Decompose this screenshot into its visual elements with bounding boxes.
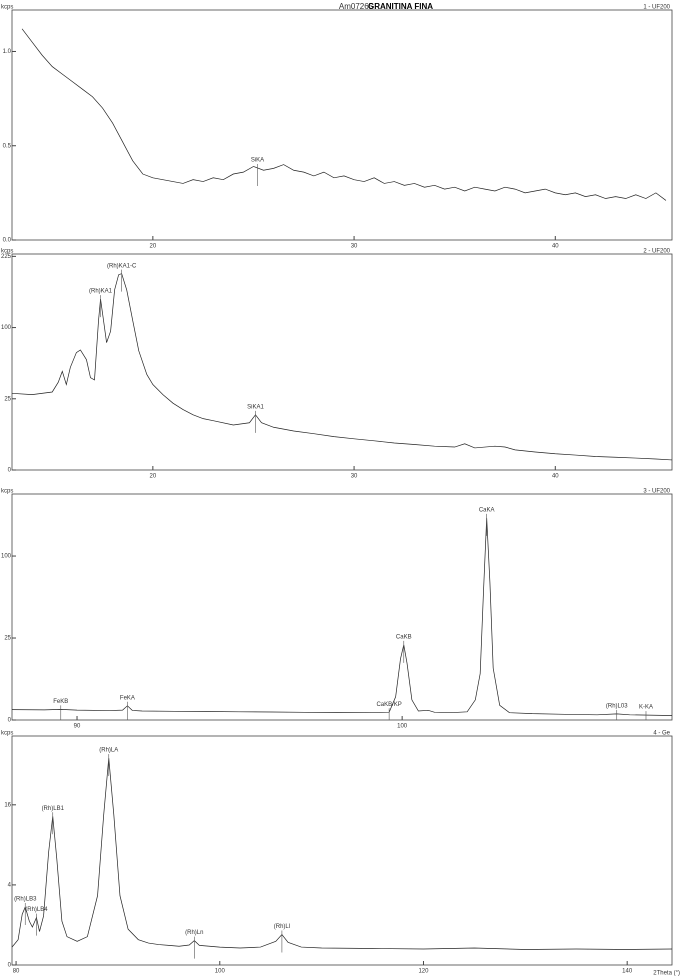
spectrum-line <box>11 273 673 461</box>
y-axis-label: kcps <box>1 5 13 11</box>
x-tick-label: 140 <box>622 969 633 975</box>
y-tick-label: 0 <box>8 963 12 969</box>
y-tick-label: 25 <box>4 636 11 642</box>
y-tick-label: 100 <box>1 325 12 331</box>
y-tick-label: 0 <box>8 468 12 474</box>
annotation-label: (Rh)KA1-C <box>107 263 137 269</box>
x-tick-label: 20 <box>150 474 157 480</box>
annotation-label: K-KA <box>639 705 653 711</box>
annotation-label: FeKA <box>120 695 135 701</box>
annotation-label: (Rh)LB4 <box>25 907 48 913</box>
annotation-label: (Rh)Ln <box>185 930 203 936</box>
annotation-label: CaKB/KP <box>376 702 401 708</box>
y-axis-label: kcps <box>1 249 13 255</box>
annotation-label: CaKA <box>479 507 495 513</box>
annotation-label: (Rh)LB1 <box>42 806 65 812</box>
x-tick-label: 100 <box>397 724 408 730</box>
y-tick-label: 16 <box>4 802 11 808</box>
panel-label: 4 - Ge <box>653 731 670 737</box>
plot-frame <box>11 735 673 966</box>
y-tick-label: 100 <box>1 554 12 560</box>
spectrum-line <box>11 517 673 717</box>
y-tick-label: 0.0 <box>3 238 12 244</box>
panel-label: 1 - UF200 <box>643 5 670 11</box>
x-tick-label: 100 <box>215 969 226 975</box>
plot-frame <box>11 253 673 471</box>
plot-frame <box>11 9 673 241</box>
y-tick-label: 0.5 <box>3 143 12 149</box>
y-tick-label: 1.0 <box>3 49 12 55</box>
x-axis-label: 2Theta (°) <box>653 971 680 977</box>
y-tick-label: 0 <box>8 718 12 724</box>
annotation-label: FeKB <box>53 699 68 705</box>
spectrum-line <box>11 758 673 950</box>
annotation-label: (Rh)Ll <box>274 924 290 930</box>
annotation-label: SiKA1 <box>247 404 264 410</box>
y-tick-label: 4 <box>8 882 12 888</box>
panel-label: 3 - UF200 <box>643 489 670 495</box>
x-tick-label: 80 <box>13 969 20 975</box>
annotation-label: SiKA <box>251 158 264 164</box>
page-title: GRANITINA FINA <box>368 2 433 11</box>
annotation-label: CaKB <box>396 634 412 640</box>
x-tick-label: 20 <box>150 244 157 250</box>
y-axis-label: kcps <box>1 731 13 737</box>
x-tick-label: 30 <box>351 244 358 250</box>
y-tick-label: 225 <box>1 254 12 260</box>
annotation-label: (Rh)LA <box>99 748 118 754</box>
panel-label: 2 - UF200 <box>643 249 670 255</box>
sample-id: Am07265 <box>339 2 374 11</box>
y-tick-label: 25 <box>4 396 11 402</box>
spectrum-line <box>21 28 667 201</box>
y-axis-label: kcps <box>1 489 13 495</box>
x-tick-label: 40 <box>552 474 559 480</box>
x-tick-label: 120 <box>418 969 429 975</box>
annotation-label: (Rh)KA1 <box>89 289 113 295</box>
annotation-label: (Rh)L03 <box>606 703 628 709</box>
x-tick-label: 90 <box>74 724 81 730</box>
x-tick-label: 40 <box>552 244 559 250</box>
x-tick-label: 30 <box>351 474 358 480</box>
annotation-label: (Rh)LB3 <box>14 897 37 903</box>
plot-frame <box>11 493 673 721</box>
